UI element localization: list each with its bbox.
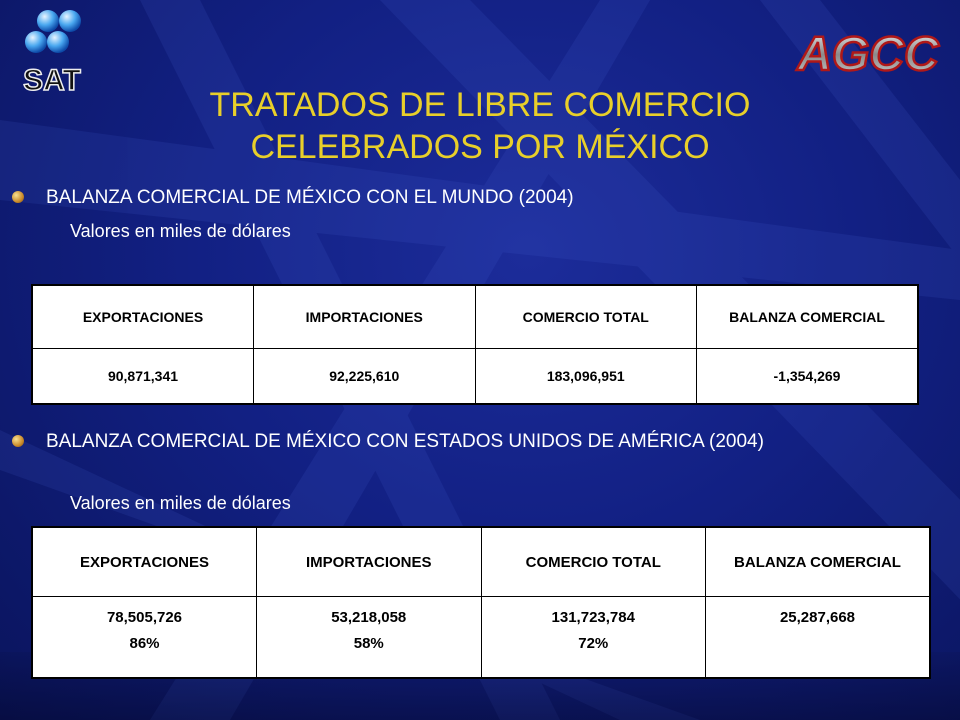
value-amount: 53,218,058 <box>331 609 407 626</box>
value-percent: 72% <box>578 635 609 652</box>
slide-title: TRATADOS DE LIBRE COMERCIO CELEBRADOS PO… <box>100 84 860 168</box>
units-note-1: Valores en miles de dólares <box>70 221 291 241</box>
value-comercio-total: 131,723,784 72% <box>480 596 706 679</box>
header-comercio-total: COMERCIO TOTAL <box>480 526 706 597</box>
bullet-icon <box>12 191 24 203</box>
value-balanza-comercial: -1,354,269 <box>696 348 919 405</box>
value-amount: 78,505,726 <box>106 609 183 626</box>
units-note-2: Valores en miles de dólares <box>70 493 291 513</box>
header-importaciones: IMPORTACIONES <box>256 526 482 597</box>
sat-logo-text: SAT <box>23 64 81 94</box>
value-percent: 58% <box>353 635 384 652</box>
value-amount: 25,287,668 <box>779 609 856 626</box>
header-exportaciones: EXPORTACIONES <box>31 284 254 349</box>
value-exportaciones: 90,871,341 <box>31 348 254 405</box>
value-amount: 131,723,784 <box>551 609 635 626</box>
agcc-logo-text: AGCC <box>796 28 940 81</box>
value-exportaciones: 78,505,726 86% <box>31 596 257 679</box>
header-importaciones: IMPORTACIONES <box>253 284 476 349</box>
header-exportaciones: EXPORTACIONES <box>31 526 257 597</box>
value-balanza-comercial: 25,287,668 <box>705 596 931 679</box>
value-percent: 86% <box>129 635 160 652</box>
title-line-2: CELEBRADOS POR MÉXICO <box>250 128 710 166</box>
title-line-1: TRATADOS DE LIBRE COMERCIO <box>209 86 751 124</box>
usa-trade-table: EXPORTACIONES IMPORTACIONES COMERCIO TOT… <box>31 526 931 679</box>
world-trade-table: EXPORTACIONES IMPORTACIONES COMERCIO TOT… <box>31 284 919 405</box>
bullet-world-text: BALANZA COMERCIAL DE MÉXICO CON EL MUNDO… <box>46 187 574 208</box>
agcc-logo: AGCC <box>795 27 941 82</box>
bullet-icon <box>12 435 24 447</box>
value-comercio-total: 183,096,951 <box>474 348 697 405</box>
value-importaciones: 92,225,610 <box>253 348 476 405</box>
sat-logo: SAT <box>22 10 82 94</box>
header-balanza-comercial: BALANZA COMERCIAL <box>705 526 931 597</box>
header-balanza-comercial: BALANZA COMERCIAL <box>696 284 919 349</box>
header-comercio-total: COMERCIO TOTAL <box>474 284 697 349</box>
bullet-usa-text: BALANZA COMERCIAL DE MÉXICO CON ESTADOS … <box>46 431 764 452</box>
value-importaciones: 53,218,058 58% <box>256 596 482 679</box>
